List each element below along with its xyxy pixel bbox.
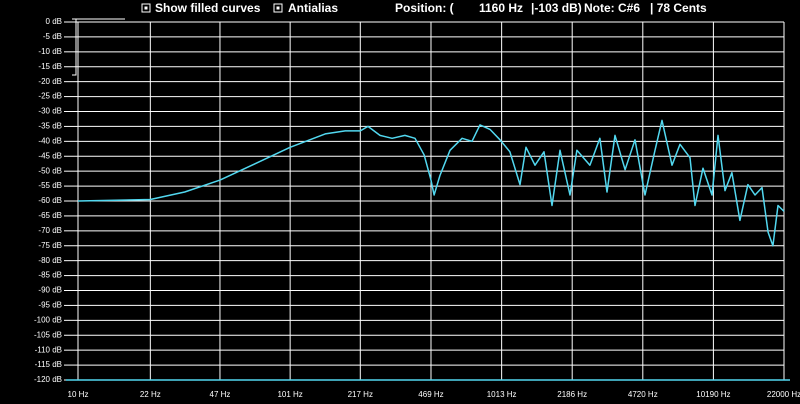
y-tick-label: -15 dB	[38, 62, 62, 71]
cents: | 78 Cents	[650, 1, 707, 15]
y-tick-label: 0 dB	[46, 17, 62, 26]
y-tick-label: -5 dB	[43, 32, 62, 41]
y-tick-label: -110 dB	[35, 345, 62, 354]
y-tick-label: -120 dB	[34, 375, 62, 384]
y-tick-label: -45 dB	[38, 151, 62, 160]
x-tick-label: 101 Hz	[277, 390, 302, 399]
y-tick-label: -10 dB	[38, 47, 62, 56]
x-tick-label: 10190 Hz	[696, 390, 730, 399]
y-tick-label: -70 dB	[38, 226, 62, 235]
filled-label[interactable]: Show filled curves	[155, 1, 261, 15]
antialias-label[interactable]: Antialias	[288, 1, 338, 15]
note: Note: C#6	[584, 1, 640, 15]
spectrum-line	[77, 119, 785, 247]
x-tick-label: 469 Hz	[418, 390, 443, 399]
y-tick-label: -35 dB	[38, 122, 62, 131]
x-tick-label: 217 Hz	[348, 390, 373, 399]
x-tick-label: 22000 Hz	[767, 390, 800, 399]
y-tick-label: -30 dB	[38, 107, 62, 116]
y-tick-label: -65 dB	[38, 211, 62, 220]
y-tick-label: -85 dB	[38, 271, 62, 280]
x-tick-label: 1013 Hz	[487, 390, 517, 399]
x-tick-label: 4720 Hz	[628, 390, 658, 399]
x-tick-label: 10 Hz	[68, 390, 89, 399]
x-tick-label: 2186 Hz	[557, 390, 587, 399]
position-hz: 1160 Hz	[479, 1, 523, 15]
y-tick-label: -50 dB	[38, 166, 62, 175]
y-tick-label: -90 dB	[38, 286, 62, 295]
y-tick-label: -95 dB	[38, 301, 62, 310]
y-tick-label: -115 dB	[35, 360, 62, 369]
position-db: |-103 dB)	[531, 1, 582, 15]
position-label: Position: (	[395, 1, 454, 15]
checkbox-dot	[144, 6, 148, 10]
y-tick-label: -105 dB	[34, 330, 62, 339]
y-tick-label: -100 dB	[34, 315, 62, 324]
y-tick-label: -80 dB	[38, 256, 62, 265]
x-tick-label: 47 Hz	[210, 390, 231, 399]
x-tick-label: 22 Hz	[140, 390, 161, 399]
y-tick-label: -25 dB	[38, 92, 62, 101]
y-tick-label: -60 dB	[38, 196, 62, 205]
y-tick-label: -20 dB	[38, 77, 62, 86]
y-tick-label: -75 dB	[38, 241, 62, 250]
y-tick-label: -40 dB	[38, 136, 62, 145]
cursor-marker	[72, 18, 125, 76]
checkbox-dot	[276, 6, 280, 10]
y-tick-label: -55 dB	[38, 181, 62, 190]
